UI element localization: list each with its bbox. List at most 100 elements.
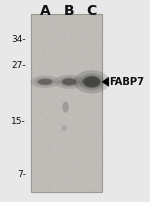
Circle shape bbox=[66, 112, 68, 114]
Circle shape bbox=[44, 168, 45, 170]
Circle shape bbox=[87, 54, 89, 56]
Circle shape bbox=[93, 62, 94, 63]
Circle shape bbox=[41, 186, 42, 187]
Circle shape bbox=[54, 96, 55, 97]
Circle shape bbox=[46, 116, 47, 117]
Circle shape bbox=[79, 71, 80, 73]
Circle shape bbox=[50, 154, 51, 156]
Circle shape bbox=[100, 36, 102, 37]
Circle shape bbox=[61, 104, 62, 106]
Circle shape bbox=[38, 50, 39, 52]
Circle shape bbox=[35, 18, 36, 19]
Circle shape bbox=[55, 136, 56, 137]
Circle shape bbox=[52, 171, 53, 172]
Circle shape bbox=[96, 72, 97, 74]
Circle shape bbox=[45, 79, 46, 80]
Circle shape bbox=[87, 101, 88, 103]
Circle shape bbox=[80, 145, 81, 147]
Circle shape bbox=[72, 123, 74, 125]
Circle shape bbox=[36, 29, 37, 31]
Circle shape bbox=[69, 80, 70, 81]
Circle shape bbox=[75, 95, 76, 96]
Circle shape bbox=[80, 147, 81, 149]
Circle shape bbox=[70, 176, 71, 178]
Circle shape bbox=[99, 190, 100, 192]
Circle shape bbox=[66, 187, 67, 188]
Circle shape bbox=[46, 38, 47, 39]
Circle shape bbox=[34, 85, 35, 86]
Circle shape bbox=[88, 64, 89, 65]
Circle shape bbox=[91, 32, 92, 33]
Circle shape bbox=[78, 116, 80, 118]
Circle shape bbox=[43, 124, 44, 125]
Circle shape bbox=[60, 29, 61, 31]
Circle shape bbox=[44, 165, 45, 167]
Circle shape bbox=[60, 100, 62, 102]
Circle shape bbox=[61, 118, 62, 120]
Circle shape bbox=[31, 156, 32, 157]
Circle shape bbox=[100, 73, 101, 75]
Circle shape bbox=[69, 108, 70, 109]
Text: A: A bbox=[40, 4, 51, 18]
Circle shape bbox=[57, 81, 58, 83]
Circle shape bbox=[54, 109, 55, 110]
Circle shape bbox=[82, 179, 83, 181]
Circle shape bbox=[65, 119, 66, 120]
Circle shape bbox=[43, 186, 44, 188]
Circle shape bbox=[31, 167, 32, 168]
Circle shape bbox=[78, 181, 80, 183]
Circle shape bbox=[60, 160, 61, 161]
Circle shape bbox=[35, 153, 36, 154]
Circle shape bbox=[56, 77, 57, 79]
Circle shape bbox=[49, 61, 50, 63]
Circle shape bbox=[37, 130, 38, 132]
Circle shape bbox=[38, 118, 39, 120]
Circle shape bbox=[96, 165, 97, 167]
Circle shape bbox=[99, 141, 100, 143]
Circle shape bbox=[89, 39, 90, 40]
Circle shape bbox=[74, 117, 75, 118]
Circle shape bbox=[94, 48, 95, 49]
Circle shape bbox=[87, 185, 88, 186]
Circle shape bbox=[80, 120, 81, 121]
Circle shape bbox=[72, 37, 73, 39]
Text: 15-: 15- bbox=[11, 117, 26, 126]
Circle shape bbox=[37, 32, 38, 33]
Ellipse shape bbox=[37, 78, 53, 85]
Circle shape bbox=[101, 57, 102, 59]
Circle shape bbox=[71, 73, 72, 74]
Circle shape bbox=[51, 162, 52, 164]
Circle shape bbox=[76, 188, 77, 189]
Ellipse shape bbox=[58, 77, 80, 87]
Circle shape bbox=[33, 180, 34, 181]
Circle shape bbox=[32, 137, 33, 138]
Circle shape bbox=[77, 114, 79, 116]
Circle shape bbox=[81, 91, 82, 93]
Circle shape bbox=[44, 79, 45, 81]
Circle shape bbox=[68, 184, 69, 185]
Circle shape bbox=[61, 77, 62, 79]
Circle shape bbox=[65, 91, 66, 92]
Circle shape bbox=[69, 177, 70, 179]
Circle shape bbox=[54, 179, 55, 181]
Circle shape bbox=[88, 190, 89, 191]
Ellipse shape bbox=[79, 73, 105, 90]
Ellipse shape bbox=[84, 77, 100, 87]
Circle shape bbox=[65, 181, 66, 183]
Circle shape bbox=[80, 184, 81, 185]
Circle shape bbox=[65, 130, 66, 132]
Circle shape bbox=[91, 69, 92, 70]
Circle shape bbox=[90, 149, 92, 151]
Circle shape bbox=[83, 30, 84, 31]
Circle shape bbox=[98, 102, 99, 103]
Circle shape bbox=[50, 88, 51, 90]
Circle shape bbox=[66, 98, 67, 99]
Circle shape bbox=[69, 19, 71, 21]
Circle shape bbox=[38, 148, 39, 149]
Circle shape bbox=[64, 126, 65, 127]
Circle shape bbox=[50, 147, 51, 148]
Circle shape bbox=[94, 188, 96, 190]
Circle shape bbox=[74, 101, 75, 102]
Circle shape bbox=[41, 76, 42, 78]
Circle shape bbox=[93, 183, 94, 184]
